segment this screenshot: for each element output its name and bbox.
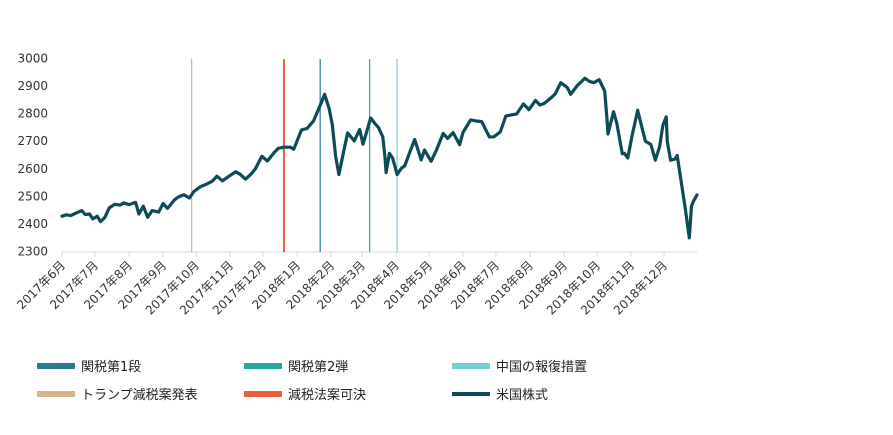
y-tick-label: 2500 — [17, 189, 48, 203]
legend-item-tariff-2: 関税第2弾 — [244, 356, 348, 375]
legend-swatch — [244, 362, 282, 369]
legend-swatch — [452, 391, 490, 396]
legend-swatch — [244, 390, 282, 397]
legend-swatch — [452, 362, 490, 369]
legend-item-tax-cut-announcement: トランプ減税案発表 — [37, 384, 198, 403]
legend-item-tariff-1: 関税第1段 — [37, 356, 141, 375]
y-tick-label: 3000 — [17, 52, 48, 66]
y-axis: 2300 2400 2500 2600 2700 2800 2900 3000 — [17, 52, 48, 259]
event-lines — [191, 59, 398, 252]
legend-label: 中国の報復措置 — [496, 360, 588, 375]
legend-label: 関税第1段 — [81, 360, 142, 375]
legend-label: 関税第2弾 — [288, 360, 349, 375]
legend-label: 減税法案可決 — [288, 388, 367, 403]
series-group — [60, 76, 699, 240]
legend-item-tax-bill-passed: 減税法案可決 — [244, 384, 366, 403]
stock-chart: 2300 2400 2500 2600 2700 2800 2900 3000 2017年6月… — [14, 52, 699, 317]
y-tick-label: 2300 — [17, 245, 48, 259]
y-tick-label: 2600 — [17, 162, 48, 176]
y-tick-label: 2800 — [17, 107, 48, 121]
legend-item-us-stocks: 米国株式 — [452, 384, 548, 403]
legend-label: トランプ減税案発表 — [81, 388, 198, 403]
legend-swatch — [37, 390, 75, 397]
y-tick-label: 2900 — [17, 79, 48, 93]
legend-label: 米国株式 — [496, 388, 549, 403]
legend-item-china-retaliation: 中国の報復措置 — [452, 356, 587, 375]
y-tick-label: 2400 — [17, 217, 48, 231]
y-tick-label: 2700 — [17, 134, 48, 148]
x-axis: 2017年6月2017年7月2017年8月2017年9月2017年10月2017… — [14, 252, 670, 317]
series-line-us-stocks — [60, 76, 699, 240]
legend-swatch — [37, 362, 75, 369]
legend: 関税第1段 関税第2弾 中国の報復措置 トランプ減税案発表 減税法案可決 米国株… — [0, 350, 893, 430]
